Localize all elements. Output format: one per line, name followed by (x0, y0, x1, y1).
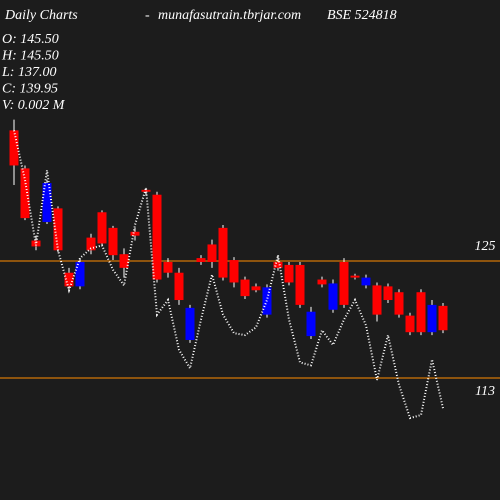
candle-body (251, 286, 261, 291)
candle-body (317, 279, 327, 285)
candle-body (75, 261, 85, 287)
y-tick-label: 113 (475, 384, 495, 399)
site: munafasutrain.tbrjar.com (158, 8, 301, 23)
candle-body (284, 264, 294, 283)
candle-body (9, 130, 19, 166)
candle-body (163, 261, 173, 273)
ohlc-label: V: 0.002 M (2, 98, 66, 113)
ohlc-label: H: 145.50 (1, 49, 59, 64)
candle-body (383, 286, 393, 301)
candle-body (361, 277, 371, 286)
candle-body (229, 260, 239, 283)
candle-body (97, 212, 107, 244)
candle-body (438, 305, 448, 331)
plot (0, 119, 500, 420)
candle-body (64, 272, 74, 287)
ohlc-label: O: 145.50 (2, 32, 59, 47)
candle-body (273, 261, 283, 268)
candle-body (218, 227, 228, 278)
candle-body (416, 292, 426, 333)
candle-body (42, 183, 52, 223)
candle-body (174, 272, 184, 301)
candle-body (427, 304, 437, 333)
candle-body (240, 279, 250, 297)
y-tick-label: 125 (475, 239, 496, 254)
candle-body (185, 307, 195, 340)
candle-body (339, 261, 349, 305)
candle-body (130, 231, 140, 236)
candle-body (295, 264, 305, 305)
candle-body (20, 168, 30, 219)
symbol: BSE 524818 (327, 8, 397, 23)
ohlc-info: O: 145.50 H: 145.50L: 137.00 C: 139.95V: 0… (1, 32, 66, 113)
chart-title: Daily Charts (4, 8, 78, 23)
candle-body (141, 189, 151, 192)
ohlc-label: L: 137.00 (1, 65, 56, 80)
candle-body (207, 244, 217, 262)
separator: - (145, 8, 150, 23)
candle-body (196, 258, 206, 262)
candle-body (119, 254, 129, 268)
candle-body (372, 285, 382, 315)
candle-body (306, 311, 316, 337)
candle-body (86, 237, 96, 251)
candle-body (108, 227, 118, 256)
candle-body (394, 292, 404, 315)
candle-body (328, 283, 338, 310)
candle-body (53, 208, 63, 251)
candle-body (31, 240, 41, 247)
candle-body (152, 194, 162, 280)
candle-body (405, 315, 415, 333)
candle-body (350, 275, 360, 278)
ohlc-label: C: 139.95 (2, 82, 58, 97)
